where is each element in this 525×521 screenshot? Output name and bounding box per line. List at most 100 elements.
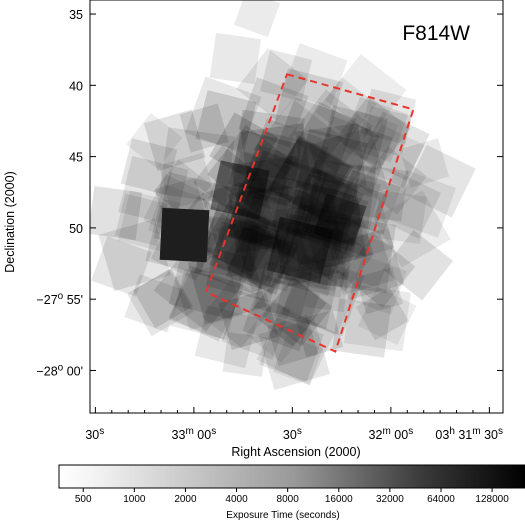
pointing-tile	[120, 138, 178, 195]
exposure-map-image	[90, 0, 476, 390]
colorbar-tick-label: 32000	[376, 494, 404, 505]
pointing-tile	[267, 314, 319, 367]
pointing-tile	[195, 215, 260, 280]
pointing-tile	[382, 229, 454, 301]
colorbar-title: Exposure Time (seconds)	[226, 510, 339, 521]
pointing-tile	[357, 286, 417, 346]
colorbar-tick-label: 128000	[475, 494, 509, 505]
pointing-tile	[350, 164, 409, 222]
pointing-tile	[335, 169, 401, 235]
pointing-tile	[272, 96, 357, 181]
pointing-tile	[311, 115, 393, 198]
y-tick-label: 40	[69, 79, 83, 93]
pointing-tile	[373, 190, 451, 268]
x-axis-title: Right Ascension (2000)	[231, 445, 360, 459]
pointing-tile	[315, 77, 377, 139]
pointing-tile	[216, 214, 280, 278]
pointing-tile	[273, 221, 340, 287]
pointing-tile	[301, 198, 374, 271]
pointing-tile	[360, 124, 425, 189]
pointing-tile	[388, 169, 457, 238]
colorbar-tick-label: 16000	[325, 494, 353, 505]
pointing-tile	[284, 203, 363, 281]
pointing-tile	[304, 267, 350, 313]
pointing-tile	[90, 185, 143, 241]
pointing-tile	[239, 150, 328, 239]
pointing-tile	[361, 106, 412, 157]
pointing-tile	[114, 193, 168, 247]
pointing-tile	[238, 77, 309, 148]
pointing-tile	[209, 32, 261, 85]
pointing-tile	[360, 111, 430, 181]
x-tick-label: 30s​	[283, 426, 302, 442]
pointing-tile	[274, 264, 339, 329]
pointing-tile	[234, 214, 313, 293]
pointing-tile	[328, 229, 394, 296]
pointing-tile	[284, 165, 365, 246]
y-tick-label: 50	[69, 222, 83, 236]
pointing-tile	[342, 96, 409, 163]
pointing-tile	[245, 299, 310, 363]
deep-core-tile	[313, 193, 367, 247]
pointing-tile	[224, 171, 311, 258]
pointing-tile	[226, 223, 298, 295]
pointing-tile	[126, 112, 183, 170]
pointing-tile	[288, 187, 366, 266]
pointing-tile	[179, 103, 229, 153]
pointing-tile	[153, 237, 248, 332]
pointing-tile	[269, 137, 351, 219]
pointing-tile	[221, 290, 291, 360]
pointing-tile	[295, 309, 344, 358]
colorbar-tick-label: 4000	[225, 494, 248, 505]
pointing-tile	[372, 170, 442, 239]
y-tick-label: −27o​ 55'	[36, 291, 83, 307]
pointing-tile	[201, 176, 279, 255]
pointing-tile	[277, 213, 352, 288]
pointing-tile	[170, 269, 242, 340]
pointing-tile	[259, 317, 324, 382]
pointing-tile	[274, 193, 362, 281]
pointing-tile	[158, 152, 216, 210]
pointing-tile	[282, 43, 348, 109]
pointing-tile	[238, 231, 299, 292]
pointing-tile	[249, 269, 327, 347]
pointing-tile	[292, 182, 354, 245]
pointing-tile	[207, 124, 296, 213]
pointing-tile	[169, 265, 244, 340]
pointing-tile	[271, 176, 338, 244]
pointing-tile	[324, 54, 407, 136]
pointing-tile	[321, 191, 395, 265]
pointing-tile	[294, 123, 367, 195]
pointing-tile	[187, 245, 267, 325]
pointing-tile	[332, 228, 405, 301]
pointing-tile	[341, 233, 416, 309]
colorbar-tick-label: 500	[75, 494, 92, 505]
pointing-tile	[253, 98, 344, 189]
pointing-tile	[262, 276, 333, 347]
pointing-tile	[302, 168, 381, 248]
pointing-tile	[342, 110, 399, 166]
pointing-tile	[226, 182, 293, 249]
pointing-tile	[303, 172, 388, 257]
pointing-tile	[271, 201, 344, 274]
colorbar-tick-label: 8000	[277, 494, 300, 505]
pointing-tile	[355, 267, 403, 315]
x-axis: 30s​ 33m​ 00s​ 30s​ 32m​ 00s​ 03h​ 31m​ 30s​	[85, 407, 503, 442]
pointing-tile	[208, 146, 281, 220]
pointing-tile	[240, 143, 302, 206]
pointing-tile	[185, 76, 262, 154]
isolated-pointing	[233, 0, 281, 38]
colorbar-tick-label: 2000	[174, 494, 197, 505]
pointing-tile	[227, 188, 289, 250]
pointing-tile	[159, 127, 236, 204]
pointing-tile	[143, 109, 206, 172]
y-tick-label: 35	[69, 8, 83, 22]
pointing-tile	[273, 335, 323, 386]
pointing-tile	[168, 266, 244, 342]
pointing-tile	[288, 89, 374, 174]
pointing-tile	[201, 276, 273, 348]
pointing-tile	[319, 105, 388, 174]
pointing-tile	[133, 268, 194, 329]
pointing-tile	[285, 101, 380, 197]
pointing-tile	[402, 144, 476, 218]
